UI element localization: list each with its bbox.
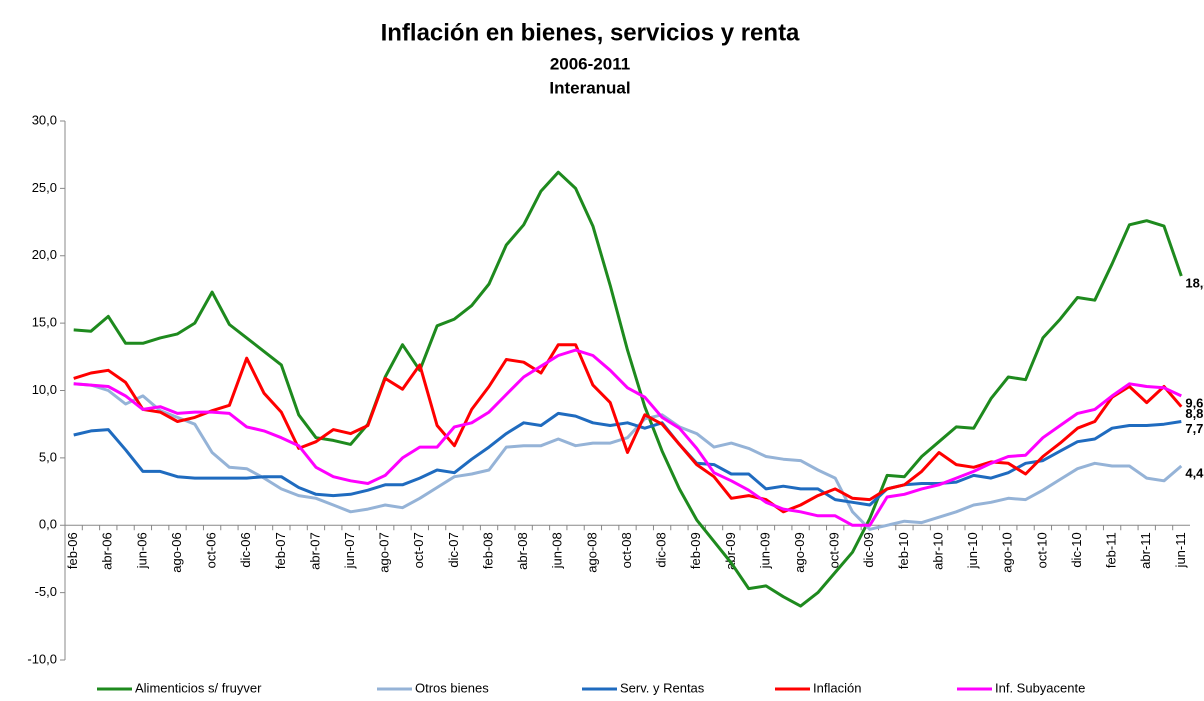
y-tick-label: 25,0 (32, 180, 57, 195)
x-tick-label: dic-06 (238, 532, 253, 567)
x-tick-label: abr-06 (100, 532, 115, 570)
x-tick-label: feb-11 (1104, 532, 1119, 568)
x-tick-label: abr-10 (930, 532, 945, 570)
series-line (73, 411, 1182, 507)
x-tick-label: ago-07 (377, 532, 392, 572)
series-line (73, 343, 1183, 514)
x-tick-label: abr-09 (723, 532, 738, 570)
x-tick-label: feb-09 (688, 532, 703, 569)
chart-subtitle: 2006-2011 (550, 54, 630, 73)
x-tick-label: jun-09 (757, 532, 772, 569)
x-tick-label: feb-07 (273, 532, 288, 569)
x-tick-label: oct-06 (204, 532, 219, 568)
data-label: 9,6 (1185, 395, 1203, 410)
x-tick-label: oct-10 (1034, 532, 1049, 568)
legend-label: Serv. y Rentas (620, 680, 705, 695)
data-label: 4,4 (1185, 465, 1204, 480)
y-tick-label: -5,0 (35, 584, 57, 599)
x-tick-label: oct-07 (411, 532, 426, 568)
data-label: 18,5 (1185, 275, 1204, 290)
legend-label: Inf. Subyacente (995, 680, 1085, 695)
chart-title: Inflación en bienes, servicios y renta (381, 19, 800, 46)
x-tick-label: jun-06 (134, 532, 149, 569)
x-tick-label: oct-09 (827, 532, 842, 568)
data-label: 8,8 (1185, 406, 1203, 421)
x-tick-label: jun-11 (1173, 532, 1188, 568)
y-tick-label: 20,0 (32, 247, 57, 262)
y-tick-label: 5,0 (39, 449, 57, 464)
y-tick-label: 0,0 (39, 517, 57, 532)
x-tick-label: jun-10 (965, 532, 980, 569)
x-tick-label: ago-06 (169, 532, 184, 572)
x-tick-label: dic-10 (1069, 532, 1084, 567)
x-tick-label: ago-08 (584, 532, 599, 572)
legend-label: Alimenticios s/ fruyver (135, 680, 262, 695)
x-tick-label: jun-08 (550, 532, 565, 569)
x-tick-label: abr-08 (515, 532, 530, 570)
x-tick-label: oct-08 (619, 532, 634, 568)
data-label: 7,7 (1185, 421, 1203, 436)
series-line (73, 382, 1183, 531)
x-tick-label: dic-07 (446, 532, 461, 567)
y-tick-label: 30,0 (32, 112, 57, 127)
x-tick-label: feb-06 (65, 532, 80, 569)
chart-subtitle: Interanual (549, 78, 630, 97)
series-line (73, 348, 1182, 527)
legend-label: Otros bienes (415, 680, 489, 695)
y-tick-label: -10,0 (27, 651, 57, 666)
x-tick-label: ago-10 (1000, 532, 1015, 572)
x-tick-label: dic-09 (861, 532, 876, 567)
x-tick-label: abr-07 (307, 532, 322, 570)
series-line (73, 170, 1183, 608)
legend-label: Inflación (813, 680, 861, 695)
y-tick-label: 10,0 (32, 382, 57, 397)
x-tick-label: feb-10 (896, 532, 911, 569)
x-tick-label: dic-08 (654, 532, 669, 567)
x-tick-label: ago-09 (792, 532, 807, 572)
x-tick-label: jun-07 (342, 532, 357, 569)
x-tick-label: abr-11 (1138, 532, 1153, 569)
y-tick-label: 15,0 (32, 315, 57, 330)
x-tick-label: feb-08 (480, 532, 495, 569)
